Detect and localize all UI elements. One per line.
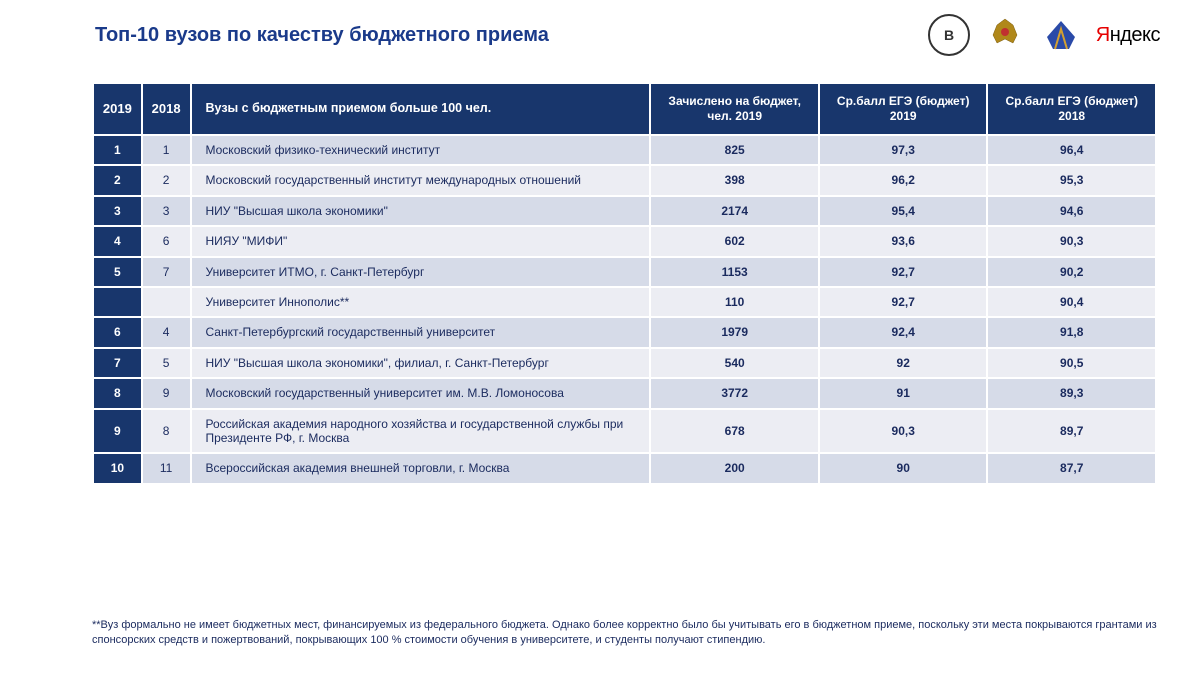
col-header-rank2018: 2018 [143,84,190,134]
cell-rank2019: 4 [94,227,141,255]
cell-enrolled: 110 [651,288,818,316]
ranking-table-wrap: 2019 2018 Вузы с бюджетным приемом больш… [92,82,1157,485]
ministry-emblem-icon [1040,14,1082,56]
cell-enrolled: 540 [651,349,818,377]
cell-score2019: 90 [820,454,987,482]
cell-enrolled: 1979 [651,318,818,346]
cell-score2018: 90,4 [988,288,1155,316]
cell-rank2018: 7 [143,258,190,286]
cell-name: НИУ "Высшая школа экономики", филиал, г.… [192,349,650,377]
col-header-rank2019: 2019 [94,84,141,134]
cell-enrolled: 2174 [651,197,818,225]
cell-name: НИУ "Высшая школа экономики" [192,197,650,225]
cell-rank2018: 2 [143,166,190,194]
cell-rank2018: 9 [143,379,190,407]
cell-enrolled: 3772 [651,379,818,407]
table-row: 98Российская академия народного хозяйств… [94,410,1155,453]
cell-name: Всероссийская академия внешней торговли,… [192,454,650,482]
col-header-score2018: Ср.балл ЕГЭ (бюджет) 2018 [988,84,1155,134]
cell-rank2019: 7 [94,349,141,377]
cell-score2018: 91,8 [988,318,1155,346]
cell-name: Московский государственный институт межд… [192,166,650,194]
cell-rank2019: 2 [94,166,141,194]
cell-score2018: 96,4 [988,136,1155,164]
footnote: **Вуз формально не имеет бюджетных мест,… [92,618,1157,648]
cell-rank2018: 5 [143,349,190,377]
cell-rank2018: 8 [143,410,190,453]
cell-rank2018: 4 [143,318,190,346]
table-row: 57Университет ИТМО, г. Санкт-Петербург11… [94,258,1155,286]
cell-score2019: 92 [820,349,987,377]
col-header-score2019: Ср.балл ЕГЭ (бюджет) 2019 [820,84,987,134]
table-row: Университет Иннополис**11092,790,4 [94,288,1155,316]
table-row: 22Московский государственный институт ме… [94,166,1155,194]
table-header-row: 2019 2018 Вузы с бюджетным приемом больш… [94,84,1155,134]
cell-score2018: 89,7 [988,410,1155,453]
cell-rank2018: 11 [143,454,190,482]
page-title: Топ-10 вузов по качеству бюджетного прие… [95,24,549,47]
table-row: 75НИУ "Высшая школа экономики", филиал, … [94,349,1155,377]
cell-score2019: 97,3 [820,136,987,164]
cell-score2018: 95,3 [988,166,1155,194]
cell-rank2018: 6 [143,227,190,255]
ranking-table: 2019 2018 Вузы с бюджетным приемом больш… [92,82,1157,485]
cell-enrolled: 678 [651,410,818,453]
logo-bar: В Яндекс [928,14,1160,56]
cell-rank2019: 9 [94,410,141,453]
table-row: 1011Всероссийская академия внешней торго… [94,454,1155,482]
cell-name: Университет Иннополис** [192,288,650,316]
table-row: 46НИЯУ "МИФИ"60293,690,3 [94,227,1155,255]
cell-rank2019: 6 [94,318,141,346]
cell-rank2019: 3 [94,197,141,225]
cell-rank2018: 1 [143,136,190,164]
cell-score2019: 95,4 [820,197,987,225]
cell-score2019: 91 [820,379,987,407]
cell-enrolled: 602 [651,227,818,255]
cell-score2018: 90,2 [988,258,1155,286]
cell-rank2019: 8 [94,379,141,407]
cell-score2018: 90,5 [988,349,1155,377]
cell-score2018: 89,3 [988,379,1155,407]
cell-rank2019: 5 [94,258,141,286]
cell-name: Университет ИТМО, г. Санкт-Петербург [192,258,650,286]
cell-score2019: 92,7 [820,288,987,316]
cell-name: Санкт-Петербургский государственный унив… [192,318,650,346]
cell-name: Московский физико-технический институт [192,136,650,164]
cell-enrolled: 825 [651,136,818,164]
cell-enrolled: 1153 [651,258,818,286]
cell-rank2019: 1 [94,136,141,164]
table-row: 33НИУ "Высшая школа экономики"217495,494… [94,197,1155,225]
cell-score2019: 92,4 [820,318,987,346]
table-row: 64Санкт-Петербургский государственный ун… [94,318,1155,346]
svg-text:В: В [944,27,954,43]
eagle-emblem-icon [984,14,1026,56]
cell-score2018: 90,3 [988,227,1155,255]
cell-score2019: 96,2 [820,166,987,194]
cell-enrolled: 200 [651,454,818,482]
table-row: 11Московский физико-технический институт… [94,136,1155,164]
cell-rank2018 [143,288,190,316]
cell-score2019: 92,7 [820,258,987,286]
cell-name: Российская академия народного хозяйства … [192,410,650,453]
yandex-logo: Яндекс [1096,24,1160,47]
col-header-enrolled: Зачислено на бюджет, чел. 2019 [651,84,818,134]
cell-score2018: 94,6 [988,197,1155,225]
cell-rank2019: 10 [94,454,141,482]
cell-name: Московский государственный университет и… [192,379,650,407]
table-row: 89Московский государственный университет… [94,379,1155,407]
yandex-logo-y: Я [1096,24,1110,46]
cell-rank2018: 3 [143,197,190,225]
cell-score2019: 90,3 [820,410,987,453]
cell-enrolled: 398 [651,166,818,194]
cell-rank2019 [94,288,141,316]
hse-logo-icon: В [928,14,970,56]
cell-score2019: 93,6 [820,227,987,255]
cell-name: НИЯУ "МИФИ" [192,227,650,255]
yandex-logo-rest: ндекс [1110,24,1160,46]
cell-score2018: 87,7 [988,454,1155,482]
col-header-name: Вузы с бюджетным приемом больше 100 чел. [192,84,650,134]
